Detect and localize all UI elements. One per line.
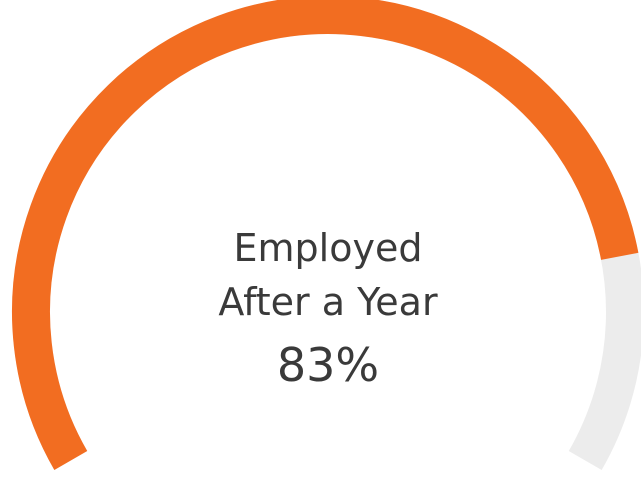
gauge-value-label: 83% (276, 338, 380, 392)
gauge-fill-arc (12, 0, 639, 470)
gauge-label-line-2: After a Year (218, 280, 438, 324)
gauge-label-line-1: Employed (233, 226, 423, 270)
